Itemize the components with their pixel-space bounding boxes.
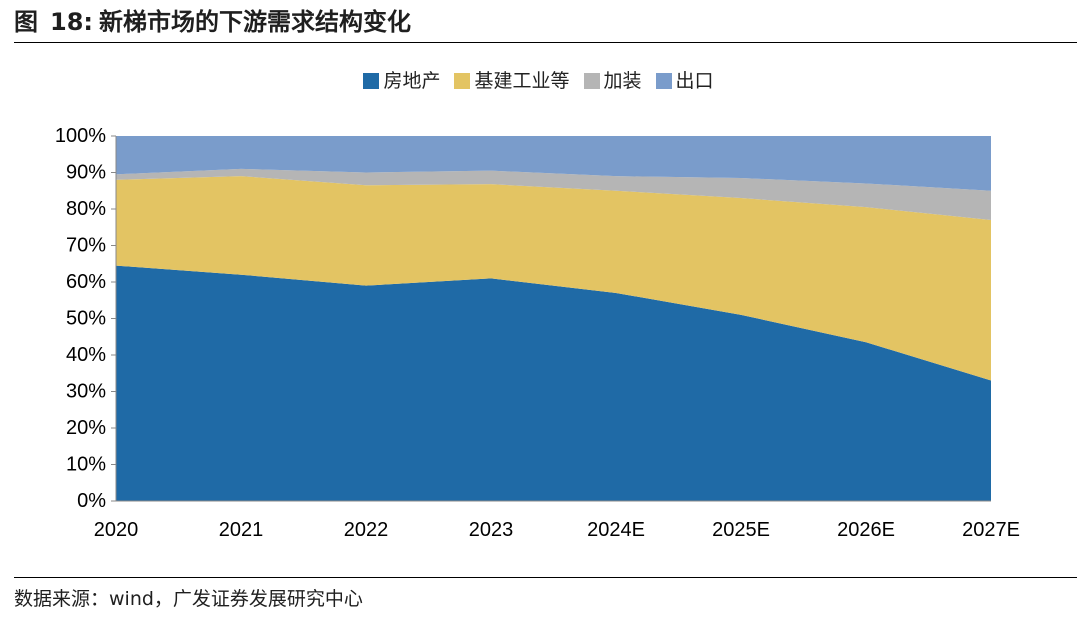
source-divider <box>14 577 1077 578</box>
figure-title-text: 新梯市场的下游需求结构变化 <box>99 8 411 36</box>
x-tick-label-6: 2026E <box>837 519 895 541</box>
x-tick-label-1: 2021 <box>219 519 264 541</box>
x-tick-label-3: 2023 <box>469 519 514 541</box>
x-tick-label-7: 2027E <box>962 519 1020 541</box>
legend-swatch-3 <box>655 73 672 89</box>
legend-item-1: 基建工业等 <box>454 68 570 94</box>
legend-item-3: 出口 <box>655 68 714 94</box>
legend-item-2: 加装 <box>583 68 642 94</box>
legend-swatch-1 <box>454 73 471 89</box>
y-tick-label-1: 10% <box>66 454 106 476</box>
area-series-0 <box>116 265 991 501</box>
title-divider <box>14 42 1077 43</box>
chart-legend: 房地产 基建工业等 加装 出口 <box>0 68 1077 94</box>
y-tick-label-9: 90% <box>66 162 106 184</box>
legend-label-0: 房地产 <box>383 70 441 92</box>
x-tick-label-0: 2020 <box>94 519 139 541</box>
x-tick-label-5: 2025E <box>712 519 770 541</box>
stacked-area-chart: 0% 10% 20% 30% 40% 50% 60% 70% 80% 90% 100% 2020 202… <box>55 125 1020 541</box>
legend-swatch-0 <box>363 73 380 89</box>
source-note: 数据来源：wind，广发证券发展研究中心 <box>14 588 363 610</box>
figure-number: 18: <box>50 8 93 36</box>
y-tick-label-7: 70% <box>66 235 106 257</box>
figure-label: 图 <box>14 8 38 36</box>
area-series-1 <box>116 176 991 381</box>
y-tick-label-2: 20% <box>66 417 106 439</box>
y-tick-label-3: 30% <box>66 381 106 403</box>
legend-swatch-2 <box>583 73 600 89</box>
area-series-2 <box>116 168 991 220</box>
y-tick-label-8: 80% <box>66 198 106 220</box>
y-tick-label-6: 60% <box>66 271 106 293</box>
y-tick-label-5: 50% <box>66 308 106 330</box>
legend-label-3: 出口 <box>675 70 714 92</box>
legend-label-1: 基建工业等 <box>474 70 570 92</box>
legend-label-2: 加装 <box>603 70 642 92</box>
x-tick-label-4: 2024E <box>587 519 645 541</box>
y-tick-label-4: 40% <box>66 344 106 366</box>
legend-item-0: 房地产 <box>363 68 440 94</box>
figure-title: 图 18: 新梯市场的下游需求结构变化 <box>14 4 411 40</box>
x-tick-label-2: 2022 <box>344 519 389 541</box>
y-tick-label-10: 100% <box>55 125 106 147</box>
y-tick-label-0: 0% <box>77 490 106 512</box>
area-series-3 <box>116 136 991 191</box>
